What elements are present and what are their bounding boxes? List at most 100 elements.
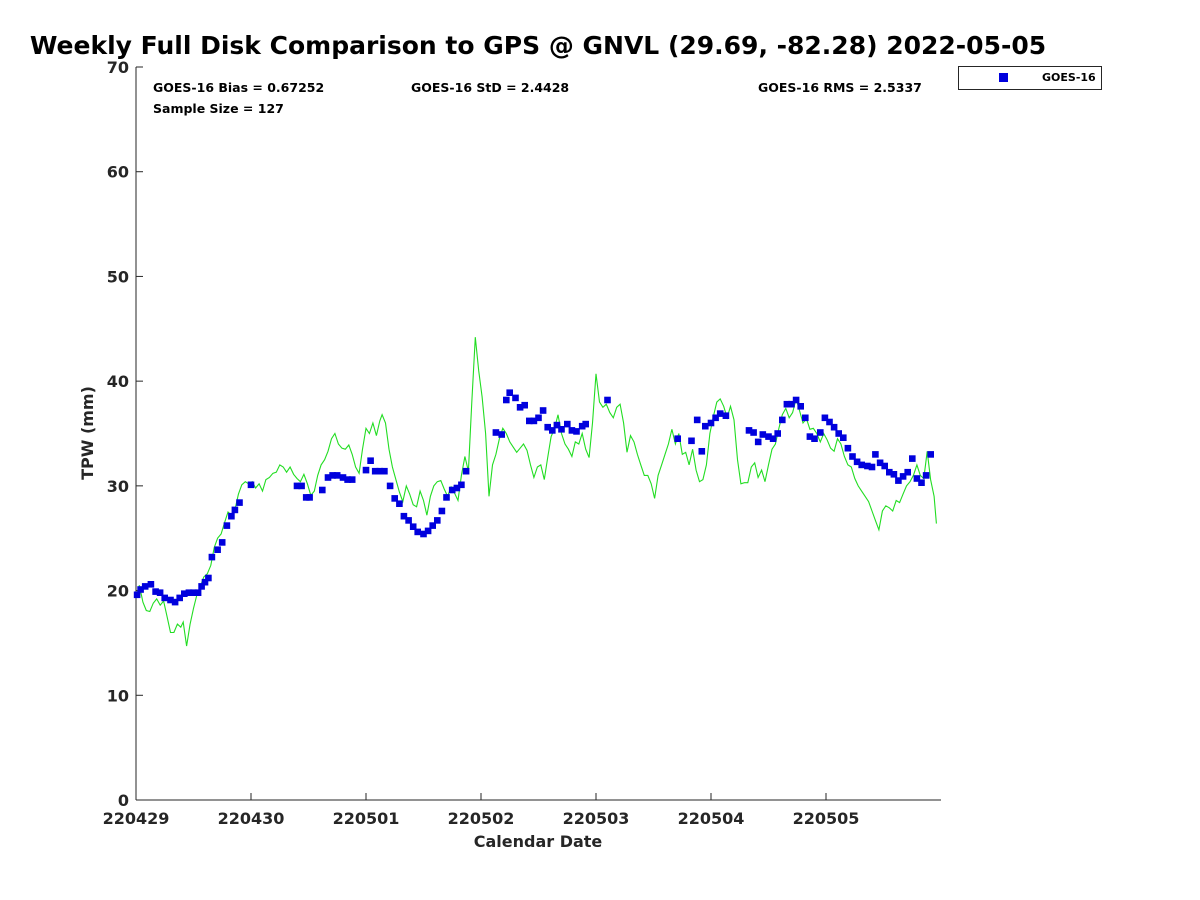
goes16-point	[324, 474, 332, 481]
goes16-point	[344, 476, 351, 483]
goes16-point	[539, 407, 547, 414]
goes16-point	[329, 472, 336, 479]
sample-size-stat: Sample Size = 127	[153, 101, 284, 116]
goes16-point	[223, 522, 231, 529]
y-tick-label: 60	[107, 163, 129, 182]
rms-stat: GOES-16 RMS = 2.5337	[758, 80, 922, 95]
goes16-point	[913, 475, 921, 482]
goes16-point	[137, 586, 144, 593]
goes16-point	[849, 453, 856, 460]
goes16-point	[604, 396, 611, 404]
goes16-point	[573, 428, 580, 435]
goes16-point	[228, 512, 235, 520]
goes16-point	[578, 422, 586, 430]
goes16-point	[568, 427, 576, 434]
goes16-point	[693, 416, 701, 424]
goes16-scatter-series	[133, 389, 934, 606]
goes16-point	[876, 459, 884, 467]
goes16-point	[840, 434, 847, 441]
goes16-point	[774, 430, 781, 437]
goes16-point	[826, 418, 833, 426]
goes16-point	[521, 401, 528, 409]
x-axis-label: Calendar Date	[474, 832, 603, 851]
goes16-point	[745, 427, 753, 434]
goes16-point	[302, 494, 310, 501]
goes16-point	[218, 539, 226, 546]
y-ticks: 0 10 20 30 40 50 60 70	[107, 58, 143, 810]
goes16-point	[190, 589, 197, 596]
goes16-point	[716, 410, 724, 417]
gps-line-series	[135, 337, 937, 647]
goes16-point	[306, 494, 313, 501]
x-tick-label: 220504	[678, 809, 745, 828]
legend-marker-goes16	[999, 73, 1008, 82]
goes16-point	[319, 486, 326, 494]
chart-title: Weekly Full Disk Comparison to GPS @ GNV…	[30, 31, 1046, 60]
goes16-point	[821, 414, 829, 422]
goes16-point	[553, 421, 561, 429]
goes16-point	[918, 479, 925, 486]
goes16-point	[844, 444, 852, 452]
y-tick-label: 20	[107, 582, 129, 601]
goes16-point	[498, 431, 505, 438]
goes16-point	[391, 495, 398, 502]
std-stat: GOES-16 StD = 2.4428	[411, 80, 569, 95]
goes16-point	[424, 527, 432, 535]
goes16-point	[492, 429, 500, 436]
goes16-point	[185, 589, 193, 596]
goes16-point	[141, 583, 149, 590]
goes16-point	[853, 458, 861, 466]
goes16-point	[414, 528, 421, 536]
goes16-point	[722, 412, 730, 419]
goes16-point	[371, 467, 379, 475]
goes16-point	[817, 429, 824, 436]
goes16-point	[147, 581, 155, 588]
legend: GOES-16	[958, 66, 1102, 90]
goes16-point	[201, 578, 209, 586]
goes16-point	[198, 583, 205, 590]
x-tick-label: 220502	[448, 809, 515, 828]
goes16-point	[396, 500, 403, 507]
plot-area	[135, 67, 941, 801]
goes16-point	[298, 482, 305, 490]
goes16-point	[922, 472, 930, 479]
x-tick-label: 220505	[793, 809, 860, 828]
goes16-point	[802, 414, 809, 422]
goes16-point	[156, 589, 164, 596]
goes16-point	[167, 596, 174, 604]
goes16-point	[194, 589, 202, 596]
gps-tpw-line	[135, 337, 937, 647]
goes16-point	[868, 463, 876, 471]
x-tick-label: 220501	[333, 809, 400, 828]
y-tick-label: 40	[107, 372, 129, 391]
goes16-point	[386, 482, 394, 490]
goes16-point	[333, 472, 341, 479]
goes16-point	[434, 517, 441, 524]
goes16-point	[792, 396, 800, 404]
goes16-point	[779, 416, 786, 424]
goes16-point	[806, 433, 814, 440]
goes16-point	[429, 522, 436, 529]
goes16-point	[707, 419, 715, 427]
goes16-point	[458, 481, 465, 489]
goes16-point	[339, 474, 347, 481]
goes16-point	[702, 422, 709, 430]
goes16-point	[171, 598, 179, 606]
goes16-point	[909, 455, 916, 462]
goes16-point	[544, 423, 551, 431]
goes16-point	[674, 435, 681, 442]
goes16-point	[754, 438, 762, 446]
stats-annotations: GOES-16 Bias = 0.67252 GOES-16 StD = 2.4…	[153, 80, 922, 116]
goes16-point	[176, 594, 183, 602]
goes16-point	[698, 448, 706, 455]
goes16-point	[438, 507, 446, 515]
goes16-point	[448, 486, 456, 494]
goes16-point	[367, 457, 374, 464]
goes16-point	[236, 499, 243, 506]
goes16-point	[558, 426, 565, 433]
goes16-point	[181, 590, 188, 597]
goes16-point	[895, 477, 902, 484]
goes16-point	[453, 484, 461, 492]
goes16-point	[688, 437, 695, 445]
